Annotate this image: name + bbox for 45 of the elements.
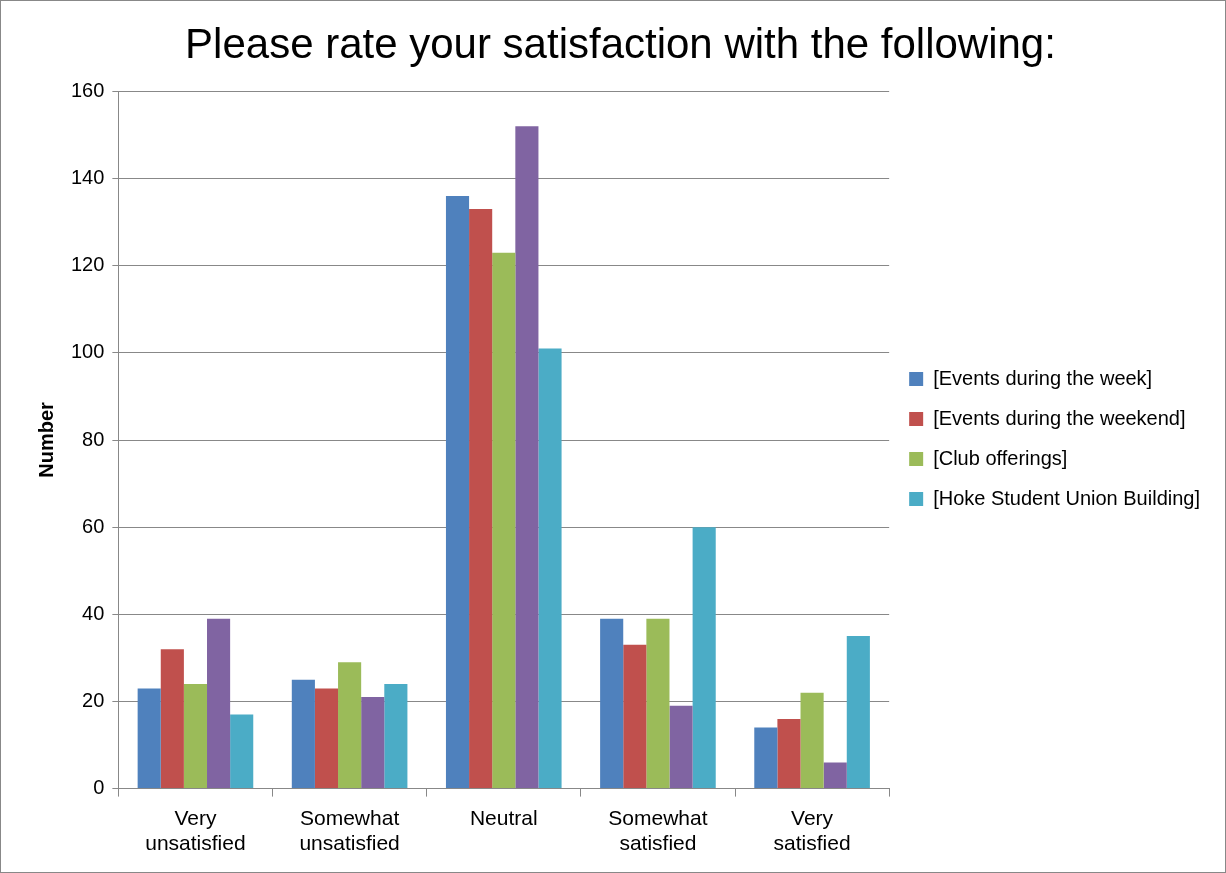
- bar: [777, 718, 801, 789]
- bar: [314, 688, 339, 789]
- bar: [137, 688, 161, 789]
- bar: [291, 679, 315, 789]
- y-tick-label: 100: [70, 340, 105, 363]
- y-tick-label: 140: [70, 166, 105, 189]
- y-tick-label: 160: [70, 78, 105, 101]
- y-tick-label: 0: [93, 776, 105, 799]
- bar: [338, 662, 362, 789]
- legend-label: [Events during the weekend]: [933, 406, 1186, 429]
- bar: [646, 618, 670, 789]
- bar: [183, 684, 208, 789]
- bar: [515, 126, 539, 789]
- bar: [445, 195, 470, 789]
- bar: [469, 209, 493, 789]
- x-tick-label: Somewhat unsatisfied: [299, 806, 400, 855]
- bar: [207, 618, 231, 789]
- y-tick-label: 120: [70, 253, 105, 276]
- y-tick-label: 40: [82, 601, 105, 624]
- bar: [492, 252, 516, 789]
- bar: [230, 714, 254, 789]
- x-tick-label: Very satisfied: [773, 806, 851, 855]
- x-tick-label: Neutral: [469, 806, 538, 829]
- y-tick-label: 60: [82, 514, 105, 537]
- bar: [384, 684, 408, 789]
- legend-label: [Events during the week]: [933, 366, 1153, 389]
- chart-title: Please rate your satisfaction with the following:: [185, 19, 1056, 67]
- bar: [600, 618, 624, 789]
- bar: [538, 348, 562, 789]
- bar: [800, 692, 824, 789]
- y-tick-label: 20: [82, 688, 105, 711]
- y-tick-label: 80: [82, 427, 105, 450]
- legend-label: [Hoke Student Union Building]: [933, 486, 1201, 509]
- x-tick-label: Somewhat satisfied: [608, 806, 708, 855]
- y-axis-title: Number: [34, 402, 57, 478]
- legend-label: [Club offerings]: [933, 446, 1068, 469]
- bar: [754, 727, 778, 789]
- bar: [160, 649, 184, 789]
- x-tick-label: Very unsatisfied: [145, 806, 246, 855]
- bar: [692, 527, 716, 789]
- bar: [846, 636, 870, 789]
- bar: [623, 644, 647, 789]
- bar: [823, 762, 847, 789]
- bar: [361, 697, 385, 789]
- bar: [669, 705, 693, 789]
